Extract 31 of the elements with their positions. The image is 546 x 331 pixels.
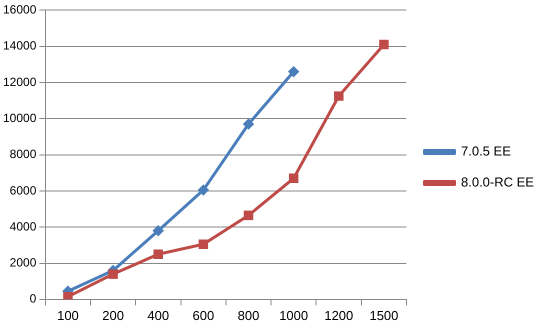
x-tick-label: 400 [147, 308, 170, 323]
point [108, 269, 118, 279]
x-tick-label: 1500 [369, 308, 398, 323]
y-tick-label: 0 [30, 292, 37, 306]
y-tick-label: 2000 [10, 256, 37, 270]
legend-label: 7.0.5 EE [461, 144, 512, 159]
y-tick-label: 4000 [10, 219, 37, 234]
point [198, 240, 208, 250]
point [198, 184, 209, 196]
point [288, 66, 300, 78]
point [334, 91, 344, 101]
point [153, 249, 163, 259]
point [63, 292, 73, 300]
y-tick-label: 10000 [2, 110, 37, 125]
y-tick-label: 16000 [2, 2, 37, 17]
point [152, 225, 164, 236]
point [243, 118, 254, 130]
x-tick-label: 100 [57, 308, 79, 323]
x-tick-label: 600 [192, 308, 214, 323]
x-tick-label: 1000 [279, 308, 308, 323]
legend-label: 8.0.0-RC EE [461, 174, 534, 190]
point [244, 210, 254, 220]
y-tick-label: 8000 [10, 147, 37, 162]
point [288, 174, 298, 184]
y-tick-label: 12000 [2, 74, 37, 89]
y-tick-label: 6000 [10, 183, 37, 198]
x-tick-label: 800 [238, 308, 260, 323]
y-tick-label: 14000 [2, 38, 37, 53]
point [379, 40, 389, 50]
x-tick-label: 1200 [324, 308, 354, 323]
x-tick-label: 200 [102, 308, 124, 323]
